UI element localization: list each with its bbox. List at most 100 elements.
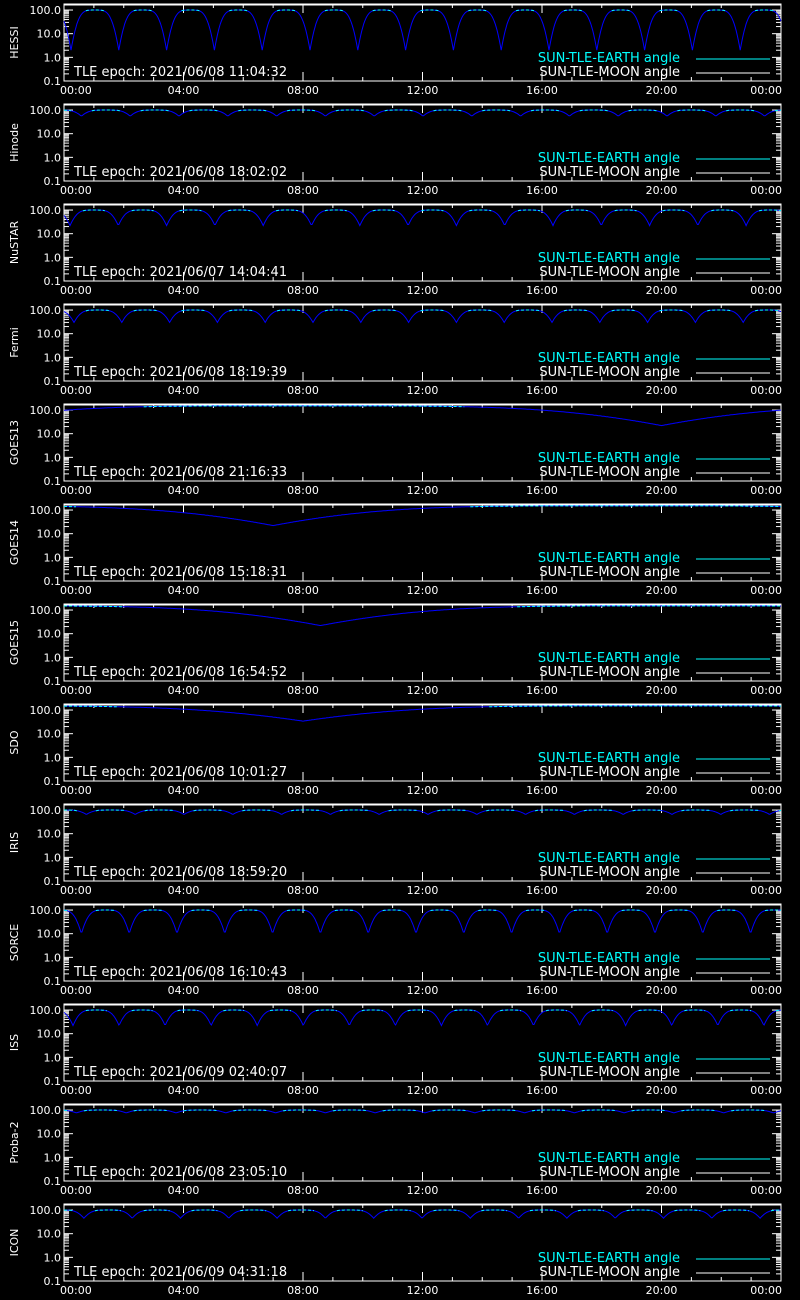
x-tick-label: 20:00 [646, 684, 678, 697]
y-tick-label: 10.0 [37, 728, 62, 741]
earth-angle-cap [131, 209, 154, 212]
earth-angle-cap [486, 809, 517, 812]
y-tick-label: 0.1 [44, 575, 62, 588]
tle-epoch-prefix: TLE epoch: [73, 765, 150, 780]
earth-angle-cap [229, 309, 254, 312]
x-tick-label: 12:00 [407, 984, 439, 997]
earth-angle-cap [754, 309, 780, 312]
panel-icon: 100.010.01.00.100:00 04:00 08:00 12:00 16:00… [8, 1203, 782, 1297]
x-tick-label: 16:00 [526, 584, 558, 597]
earth-angle-curve [64, 109, 782, 117]
earth-angle-cap [614, 209, 637, 212]
legend-earth-label: SUN-TLE-EARTH angle [538, 951, 680, 966]
x-tick-label: 00:00 [750, 1084, 782, 1097]
earth-angle-cap [717, 909, 737, 912]
earth-angle-cap [684, 1009, 706, 1012]
earth-angle-cap [674, 1209, 701, 1212]
earth-angle-cap [518, 209, 541, 212]
y-tick-label: 0.1 [44, 775, 62, 788]
earth-angle-cap [372, 209, 395, 212]
earth-angle-cap [361, 1009, 383, 1012]
x-tick-label: 20:00 [646, 784, 678, 797]
y-tick-label: 10.0 [37, 1028, 62, 1041]
earth-angle-cap [470, 505, 781, 508]
x-tick-label: 16:00 [526, 984, 558, 997]
earth-angle-cap [581, 1109, 617, 1112]
earth-angle-cap [529, 1209, 556, 1212]
y-tick-label: 1.0 [44, 51, 62, 64]
tle-epoch-prefix: TLE epoch: [73, 165, 150, 180]
tle-epoch-text: TLE epoch: 2021/06/08 18:59:20 [73, 865, 287, 880]
earth-angle-cap [531, 1109, 567, 1112]
x-tick-label: 00:00 [60, 1184, 92, 1197]
earth-angle-cap [681, 1109, 717, 1112]
earth-angle-cap [183, 1109, 219, 1112]
tle-epoch-value: 2021/06/09 04:31:18 [150, 1265, 287, 1280]
y-tick-label: 0.1 [44, 175, 62, 188]
earth-angle-cap [283, 1109, 318, 1112]
earth-angle-cap [626, 1209, 653, 1212]
earth-angle-cap [723, 1209, 750, 1212]
earth-angle-cap [334, 909, 354, 912]
x-tick-label: 12:00 [407, 184, 439, 197]
earth-angle-cap [407, 1009, 429, 1012]
x-tick-label: 08:00 [287, 584, 319, 597]
earth-angle-cap [64, 109, 72, 112]
earth-angle-cap [468, 309, 493, 312]
x-tick-label: 16:00 [526, 284, 558, 297]
earth-angle-cap [324, 209, 347, 212]
earth-angle-cap [545, 1009, 567, 1012]
tle-epoch-value: 2021/06/08 10:01:27 [150, 765, 287, 780]
earth-angle-cap [64, 605, 124, 608]
earth-angle-cap [336, 1209, 363, 1212]
tle-epoch-value: 2021/06/08 18:19:39 [150, 365, 287, 380]
earth-angle-cap [131, 1009, 153, 1012]
legend-earth-label: SUN-TLE-EARTH angle [538, 651, 680, 666]
legend-earth-label: SUN-TLE-EARTH angle [538, 1151, 680, 1166]
earth-angle-cap [339, 809, 370, 812]
x-tick-label: 12:00 [407, 884, 439, 897]
earth-angle-cap [63, 1209, 74, 1212]
x-tick-label: 00:00 [60, 84, 92, 97]
earth-angle-cap [774, 109, 782, 112]
x-tick-label: 00:00 [750, 784, 782, 797]
earth-angle-cap [133, 1109, 169, 1112]
tle-epoch-prefix: TLE epoch: [73, 1065, 150, 1080]
y-tick-label: 10.0 [37, 528, 62, 541]
tle-epoch-prefix: TLE epoch: [73, 565, 150, 580]
earth-angle-cap [489, 705, 781, 708]
x-tick-label: 12:00 [407, 1284, 439, 1297]
x-tick-label: 00:00 [750, 284, 782, 297]
x-tick-label: 20:00 [646, 84, 678, 97]
y-tick-label: 10.0 [37, 1128, 62, 1141]
x-tick-label: 20:00 [646, 984, 678, 997]
earth-angle-cap [638, 1009, 660, 1012]
panel-fermi: 100.010.01.00.100:00 04:00 08:00 12:00 16:00… [8, 303, 782, 397]
x-tick-label: 20:00 [646, 884, 678, 897]
x-tick-label: 08:00 [287, 284, 319, 297]
tle-epoch-value: 2021/06/08 11:04:32 [150, 65, 287, 80]
x-tick-label: 12:00 [407, 1184, 439, 1197]
earth-angle-curve [63, 405, 782, 427]
x-tick-label: 16:00 [526, 384, 558, 397]
tle-epoch-text: TLE epoch: 2021/06/08 11:04:32 [73, 65, 287, 80]
earth-angle-cap [94, 1209, 121, 1212]
earth-angle-cap [276, 309, 302, 312]
x-tick-label: 00:00 [750, 984, 782, 997]
y-tick-label: 100.0 [30, 1104, 62, 1117]
earth-angle-cap [454, 1009, 476, 1012]
x-tick-label: 08:00 [287, 884, 319, 897]
legend-earth-label: SUN-TLE-EARTH angle [538, 351, 680, 366]
tle-epoch-prefix: TLE epoch: [73, 265, 150, 280]
panel-label: SORCE [8, 924, 21, 961]
tle-epoch-prefix: TLE epoch: [73, 465, 150, 480]
earth-angle-cap [382, 1109, 418, 1112]
earth-angle-cap [64, 809, 77, 812]
y-tick-label: 1.0 [44, 251, 62, 264]
x-tick-label: 12:00 [407, 684, 439, 697]
legend-earth-label: SUN-TLE-EARTH angle [538, 751, 680, 766]
earth-angle-cap [191, 1209, 218, 1212]
earth-angle-cap [669, 909, 689, 912]
tle-epoch-value: 2021/06/07 14:04:41 [150, 265, 287, 280]
